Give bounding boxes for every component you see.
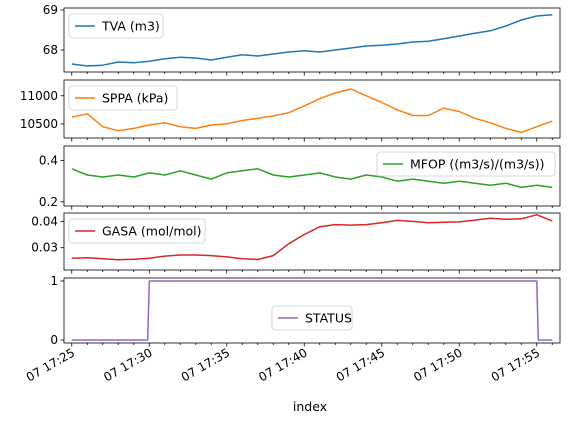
series-line — [71, 280, 553, 341]
x-tick-label: 07 17:40 — [256, 345, 309, 384]
legend: STATUS — [271, 305, 353, 331]
axes-frame — [63, 277, 561, 344]
y-tick-label: 0 — [50, 333, 58, 347]
y-tick-label: 0.2 — [39, 195, 58, 209]
series-line — [71, 168, 553, 189]
x-tick-label: 07 17:50 — [411, 345, 464, 384]
legend-box — [376, 151, 556, 177]
y-tick-label: 0.4 — [39, 153, 58, 167]
axes-frame — [63, 145, 561, 207]
legend-box — [68, 85, 178, 111]
legend-label: SPPA (kPa) — [102, 91, 168, 106]
axes-frame — [63, 79, 561, 139]
series-line — [71, 14, 553, 67]
legend: MFOP ((m3/s)/(m3/s)) — [376, 151, 556, 177]
y-tick-label: 69 — [43, 3, 58, 17]
legend-label: GASA (mol/mol) — [102, 224, 202, 239]
y-tick-label: 0.04 — [31, 214, 58, 228]
legend-box — [68, 218, 206, 244]
axes-frame — [63, 7, 561, 73]
legend: SPPA (kPa) — [68, 85, 178, 111]
panel-4: 0.03 0.04 GASA (mol/mol) — [31, 212, 561, 274]
panel-3: 0.2 0.4 MFOP ((m3/s)/(m3/s)) — [39, 145, 561, 210]
y-tick-label: 0.03 — [31, 241, 58, 255]
y-tick-label: 11000 — [20, 89, 58, 103]
panel-5: 0 1 STATUS — [50, 274, 561, 347]
legend-label: MFOP ((m3/s)/(m3/s)) — [410, 157, 545, 172]
panel-2: 10500 11000 SPPA (kPa) — [20, 79, 561, 142]
legend-box — [68, 13, 164, 39]
x-tick-label: 07 17:55 — [489, 345, 542, 384]
y-tick-label: 68 — [43, 43, 58, 57]
y-tick-label: 10500 — [20, 117, 58, 131]
legend: TVA (m3) — [68, 13, 164, 39]
x-axis-label: index — [293, 399, 327, 414]
legend-label: TVA (m3) — [101, 19, 160, 34]
x-tick-label: 07 17:35 — [179, 345, 232, 384]
axes-frame — [63, 212, 561, 271]
series-line — [71, 88, 553, 134]
legend-label: STATUS — [305, 311, 352, 326]
x-tick-label: 07 17:30 — [101, 345, 154, 384]
y-tick-label: 1 — [50, 274, 58, 288]
x-tick-label: 07 17:45 — [334, 345, 387, 384]
legend: GASA (mol/mol) — [68, 218, 206, 244]
x-tick-label: 07 17:25 — [24, 345, 77, 384]
series-line — [71, 214, 553, 261]
legend-box — [271, 305, 353, 331]
panel-1: 68 69 TVA (m3) — [43, 3, 561, 76]
